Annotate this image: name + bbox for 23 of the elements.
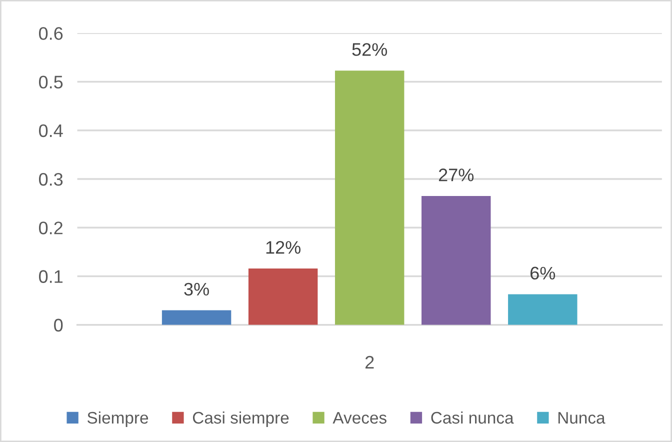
data-label: 3% — [184, 282, 209, 296]
bar — [162, 310, 232, 325]
legend-label: Casi siempre — [192, 411, 289, 427]
y-tick-label: 0 — [54, 318, 63, 332]
legend-label: Siempre — [87, 411, 148, 427]
bar — [508, 294, 578, 325]
y-tick-label: 0.5 — [39, 76, 63, 88]
y-tick-label: 0.6 — [39, 27, 63, 40]
bar — [248, 268, 318, 325]
y-tick-label: 0.3 — [39, 172, 63, 186]
data-label: 52% — [352, 43, 388, 56]
y-tick-label: 0.2 — [39, 222, 62, 234]
legend-label: Casi nunca — [431, 411, 514, 424]
data-label: 27% — [438, 168, 474, 182]
legend-label: Aveces — [332, 412, 386, 424]
x-tick-label: 2 — [365, 356, 374, 369]
legend-label: Nunca — [558, 412, 606, 424]
data-label: 12% — [266, 241, 300, 254]
bar — [334, 70, 404, 325]
y-tick-label: 0.4 — [39, 124, 63, 138]
data-label: 6% — [530, 266, 556, 280]
y-tick-label: 0.1 — [39, 270, 63, 283]
bar — [422, 196, 491, 325]
